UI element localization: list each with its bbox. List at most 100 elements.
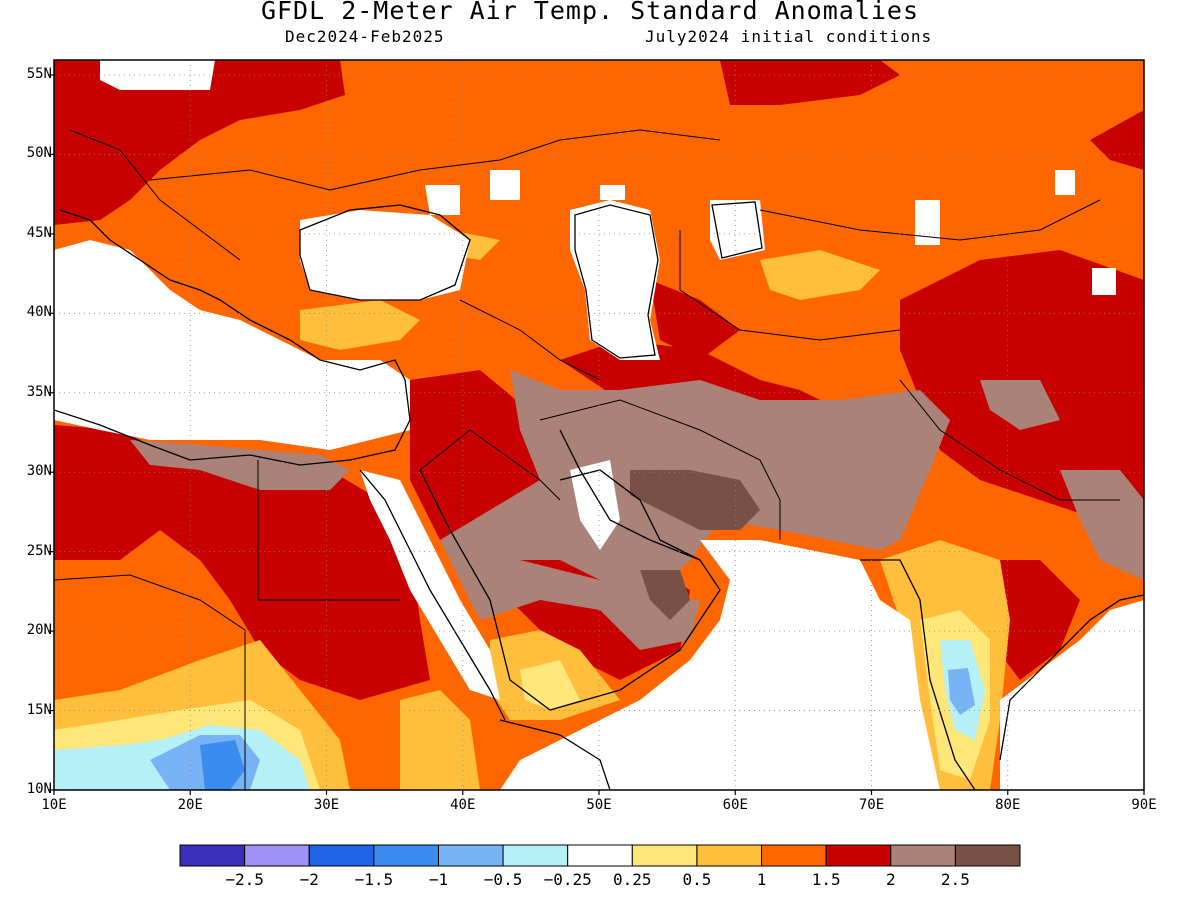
colorbar-swatch (825, 844, 892, 867)
lat-label: 15N (26, 701, 52, 718)
lat-label: 50N (26, 145, 52, 162)
lon-label: 40E (450, 797, 476, 813)
east-very-strong-region (1060, 470, 1144, 580)
lon-label: 60E (722, 797, 748, 813)
aral-coast (711, 201, 763, 259)
red-sea-coast (359, 469, 506, 721)
colorbar-swatch (954, 844, 1021, 867)
lat-label: 55N (26, 66, 52, 82)
colorbar-swatch (437, 844, 504, 867)
colorbar-label: 2.5 (940, 870, 970, 889)
colorbar (179, 844, 1021, 867)
border-10 (459, 299, 601, 381)
colorbar-label: −2.5 (225, 870, 264, 889)
border-6 (899, 379, 1120, 501)
arabia-coast (419, 429, 721, 711)
colorbar-swatch (567, 844, 633, 867)
arabia-south-very-strong-region (450, 560, 700, 650)
border-2 (54, 574, 246, 790)
bay-of-bengal-masked-region (1000, 600, 1144, 790)
coastlines (54, 201, 1144, 790)
lat-label: 45N (26, 224, 52, 241)
colorbar-label: 1.5 (811, 870, 841, 889)
anatolia-mild-region (300, 300, 420, 350)
border-8 (759, 199, 1101, 241)
colorbar-swatch (244, 844, 310, 867)
north-masked-e (1055, 170, 1075, 195)
gridlines (54, 60, 1144, 790)
north-masked-b (425, 185, 460, 215)
lon-label: 50E (586, 797, 612, 813)
central-asia-strong-region (650, 280, 740, 360)
colorbar-label: −0.5 (483, 870, 523, 889)
lat-label: 30N (26, 463, 52, 480)
north-masked-d (915, 200, 940, 245)
red-sea-masked-region (360, 470, 500, 700)
colorbar-swatch (308, 844, 375, 867)
east-africa-mild-region (400, 690, 480, 790)
colorbar-swatch (502, 844, 569, 867)
north-masked-c (600, 185, 625, 200)
north-asia-strong-region (720, 60, 900, 105)
kazakh-mild-region (760, 250, 880, 300)
borders (54, 129, 1120, 790)
mediterranean-masked-region (54, 240, 410, 450)
india-coast (860, 559, 1144, 790)
north-masked-a (100, 60, 215, 90)
black-sea-masked-region (300, 210, 470, 300)
initial-conditions-subtitle: July2024 initial conditions (645, 27, 933, 46)
caspian-masked-region (570, 200, 660, 360)
lon-label: 30E (313, 797, 340, 813)
border-7 (149, 129, 721, 191)
lat-label: 10N (26, 781, 52, 797)
colorbar-label: −1 (428, 870, 449, 889)
colorbar-label: 0.5 (682, 870, 712, 889)
map-field (54, 60, 1144, 790)
axis-ticks (49, 74, 1145, 795)
lat-label: 20N (26, 622, 52, 639)
lon-label: 20E (177, 797, 203, 813)
north-masked-f (1092, 268, 1116, 295)
colorbar-swatch (179, 844, 246, 867)
north-masked-g (490, 170, 520, 200)
gulf-masked-region (570, 460, 620, 550)
aral-masked-region (710, 200, 765, 260)
lon-label: 70E (858, 797, 885, 813)
colorbar-swatch (890, 844, 956, 867)
colorbar-label: 2 (885, 870, 896, 889)
east-strong-region (1090, 110, 1144, 170)
colorbar-swatch (696, 844, 763, 867)
colorbar-label: −1.5 (354, 870, 394, 889)
border-1 (257, 460, 400, 601)
africa-strong-region (54, 425, 430, 700)
border-3 (419, 429, 561, 501)
africa-cooler-region (200, 740, 245, 790)
gulf-coast (559, 469, 701, 561)
lat-label: 25N (26, 542, 52, 559)
caspian-coast (574, 204, 659, 359)
lon-label: 10E (41, 797, 67, 813)
border-5 (679, 230, 901, 341)
africa-horn-coast (499, 719, 611, 790)
oman-extreme-region (640, 570, 690, 620)
europe-strong-region (54, 60, 345, 225)
lon-label: 90E (1131, 797, 1157, 813)
chart-title: GFDL 2-Meter Air Temp. Standard Anomalie… (260, 0, 920, 25)
colorbar-label: 1 (756, 870, 767, 889)
lat-label: 35N (26, 383, 52, 400)
black-sea-coast (299, 204, 471, 301)
lat-label: 40N (26, 304, 52, 321)
yemen-slight-region (520, 660, 580, 710)
colorbar-swatch (761, 844, 827, 867)
med-coast (54, 209, 411, 466)
sahara-very-strong-region (130, 440, 350, 490)
arabia-extreme-region (630, 470, 760, 530)
border-9 (69, 129, 241, 261)
season-subtitle: Dec2024-Feb2025 (285, 27, 445, 46)
border-4 (539, 399, 781, 540)
colorbar-label: −2 (299, 870, 319, 889)
lon-label: 80E (995, 797, 1021, 813)
colorbar-label: 0.25 (613, 870, 652, 889)
colorbar-swatch (631, 844, 698, 867)
